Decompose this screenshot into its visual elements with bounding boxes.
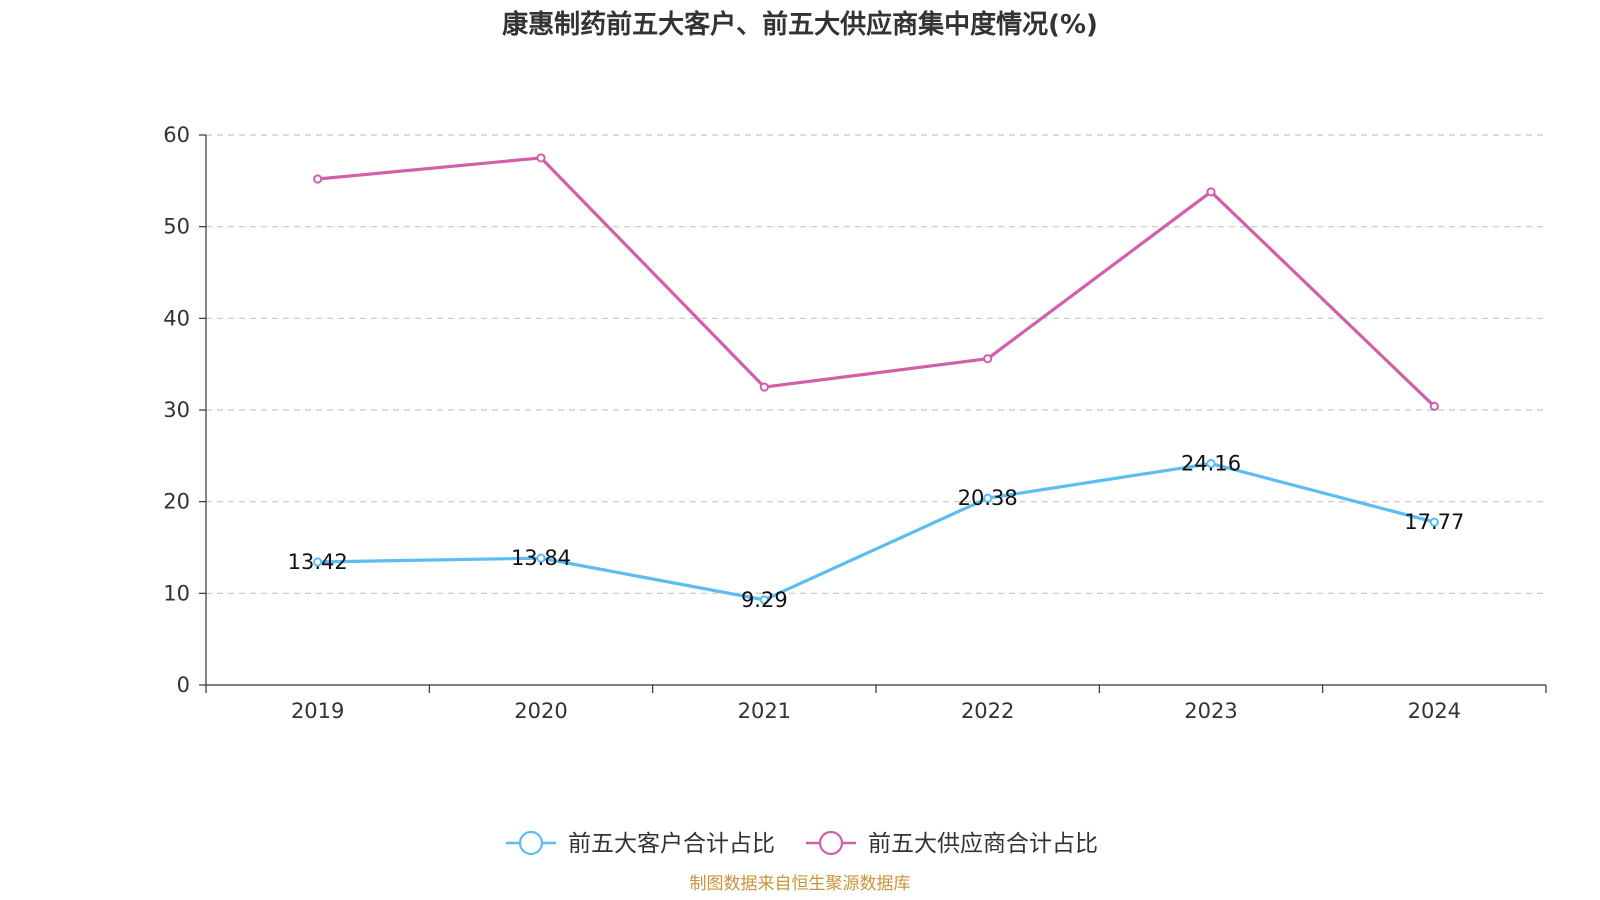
chart-title: 康惠制药前五大客户、前五大供应商集中度情况(%) [502, 9, 1098, 40]
legend-marker-1 [818, 830, 844, 856]
x-tick-label: 2021 [738, 699, 791, 723]
series-point-0 [536, 553, 546, 563]
series-point-1 [536, 153, 546, 163]
series-point-1 [759, 382, 769, 392]
series-line-0 [317, 461, 1435, 602]
series-point-0 [1429, 517, 1439, 527]
grid-lines [206, 134, 1546, 594]
legend-label-0: 前五大客户合计占比 [568, 831, 775, 857]
data-label-0: 9.29 [741, 588, 788, 612]
legend-label-1: 前五大供应商合计占比 [868, 831, 1098, 857]
data-label-0: 20.38 [958, 486, 1018, 510]
x-tick-label: 2019 [291, 699, 344, 723]
y-tick-label: 0 [177, 673, 190, 697]
y-tick-label: 10 [163, 581, 190, 605]
source-note: 制图数据来自恒生聚源数据库 [690, 874, 911, 894]
data-label-0: 13.42 [288, 550, 348, 574]
series-line-1 [317, 156, 1436, 408]
series-point-0 [1206, 458, 1216, 469]
data-label-0: 17.77 [1404, 510, 1464, 534]
x-tick-label: 2022 [961, 699, 1014, 723]
x-tick-label: 2023 [1184, 699, 1237, 723]
series-layer [313, 153, 1439, 605]
series-point-1 [313, 174, 323, 184]
series-point-0 [759, 595, 769, 605]
series-point-1 [1429, 401, 1439, 411]
data-labels: 13.42 13.84 9.29 20.38 24.16 17.77 [288, 452, 1465, 612]
data-label-0: 13.84 [511, 546, 571, 570]
y-tick-label: 50 [163, 215, 190, 239]
y-tick-label: 40 [163, 306, 190, 330]
data-label-0: 24.16 [1181, 452, 1241, 476]
series-point-1 [983, 354, 993, 364]
axes: 0 10 20 30 40 50 60 2019 2020 2021 2022 2023 2024 [163, 123, 1547, 723]
series-point-0 [313, 557, 323, 567]
series-point-0 [983, 493, 993, 503]
y-tick-label: 20 [163, 490, 190, 514]
x-tick-label: 2020 [514, 699, 567, 723]
series-point-1 [1206, 187, 1216, 197]
y-tick-label: 60 [163, 123, 190, 147]
x-tick-label: 2024 [1408, 699, 1461, 723]
legend-marker-0 [518, 830, 544, 856]
legend: 前五大客户合计占比 前五大供应商合计占比 [506, 830, 1098, 857]
y-tick-label: 30 [163, 398, 190, 422]
